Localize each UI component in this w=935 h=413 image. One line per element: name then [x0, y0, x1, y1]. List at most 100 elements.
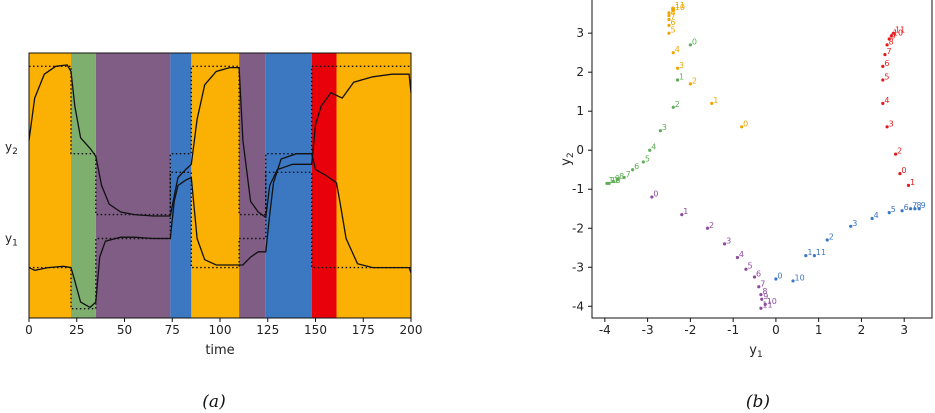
scatter-point	[744, 267, 748, 271]
y-tick-label: -4	[572, 299, 584, 313]
point-label: 11	[895, 26, 905, 35]
x-tick-label: 125	[256, 323, 279, 337]
scatter-point	[804, 253, 808, 258]
point-label: 2	[692, 76, 697, 85]
scatter-point	[688, 43, 692, 47]
point-label: 5	[891, 205, 896, 214]
series-line	[28, 153, 412, 309]
x-tick-label: 175	[352, 323, 375, 337]
point-label: 10	[767, 297, 777, 306]
scatter-point	[680, 213, 684, 217]
background-segment	[336, 53, 411, 318]
scatter-point	[900, 209, 904, 213]
scatter-point	[675, 78, 680, 82]
point-label: 11	[816, 248, 826, 257]
point-label: 9	[763, 292, 768, 301]
x-tick-label: -3	[642, 323, 654, 337]
plot-frame	[591, 0, 933, 319]
point-label: 2	[897, 147, 902, 156]
scatter-point	[631, 168, 635, 172]
point-label: 11	[608, 176, 618, 185]
series-line	[28, 64, 412, 219]
point-label: 8	[670, 8, 675, 17]
scatter-point	[671, 6, 675, 11]
scatter-point	[881, 64, 885, 68]
point-label: 11	[762, 301, 772, 310]
background-segment	[95, 53, 171, 318]
point-label: 3	[852, 219, 857, 228]
scatter-point	[752, 275, 757, 279]
scatter-point	[641, 160, 645, 164]
scatter-point	[688, 82, 692, 86]
point-label: 7	[626, 170, 631, 179]
scatter-point	[667, 17, 671, 22]
point-label: 8	[762, 287, 767, 296]
point-label: 0	[743, 119, 748, 128]
point-label: 6	[756, 270, 761, 279]
background-segment	[311, 53, 337, 318]
panel-a-chart: 0 25 50 75 100 125 150 175 200 y2 y1 time (a)	[5, 52, 423, 412]
panel-b-chart: -4-3-2-10123-4-3-2-10123y1y2012345678910…	[559, 0, 933, 412]
x-axis-label: y1	[749, 343, 762, 360]
scatter-point	[812, 253, 816, 258]
y-tick-label: -2	[572, 221, 584, 235]
scatter-point	[774, 277, 778, 281]
point-label: 2	[829, 232, 834, 241]
point-label: 4	[739, 250, 744, 259]
point-label: 0	[777, 271, 782, 280]
point-label: 1	[683, 207, 688, 216]
y-tick-label: y1	[5, 232, 18, 249]
point-label: 5	[645, 154, 650, 163]
point-label: 1	[910, 178, 915, 187]
point-label: 9	[891, 32, 896, 41]
point-label: 1	[807, 248, 812, 257]
point-label: 7	[670, 12, 675, 21]
scatter-point	[760, 297, 764, 301]
x-tick-label: 75	[165, 323, 180, 337]
scatter-point	[667, 14, 671, 18]
scatter-point	[740, 125, 744, 129]
scatter-point	[791, 279, 795, 283]
y-tick-label: -3	[572, 260, 584, 274]
background-segment	[239, 53, 266, 318]
point-label: 7	[912, 201, 917, 210]
point-label: 9	[615, 174, 620, 183]
scatter-point	[909, 207, 913, 211]
point-label: 2	[709, 221, 714, 230]
point-label: 7	[886, 47, 891, 56]
point-label: 6	[670, 18, 675, 27]
y-tick-label: -1	[572, 182, 584, 196]
scatter-point	[611, 179, 615, 184]
y-tick-label: 0	[576, 143, 584, 157]
point-label: 8	[619, 172, 624, 181]
point-label: 4	[874, 211, 879, 220]
point-label: 0	[901, 166, 906, 175]
background-segment	[170, 53, 192, 318]
x-tick-label: -4	[599, 323, 611, 337]
point-label: 10	[795, 273, 805, 282]
scatter-point	[759, 306, 763, 310]
point-label: 1	[713, 96, 718, 105]
y-tick-label: 1	[576, 104, 584, 118]
point-label: 3	[662, 123, 667, 132]
point-label: 4	[651, 143, 656, 152]
point-label: 10	[611, 176, 621, 185]
scatter-point	[735, 255, 740, 260]
x-tick-label: 3	[900, 323, 908, 337]
scatter-point	[675, 66, 680, 70]
point-label: 5	[884, 72, 889, 81]
scatter-point	[671, 105, 675, 109]
point-label: 5	[670, 26, 675, 35]
y-tick-label: 3	[576, 26, 584, 40]
point-label: 8	[889, 37, 894, 46]
x-tick-label: 2	[858, 323, 866, 337]
scatter-point	[906, 183, 911, 187]
point-label: 4	[884, 96, 889, 105]
x-tick-label: -2	[684, 323, 696, 337]
point-label: 9	[921, 201, 926, 210]
x-tick-label: 200	[400, 323, 423, 337]
scatter-point	[883, 53, 887, 57]
scatter-point	[605, 181, 609, 185]
scatter-point	[885, 125, 889, 129]
